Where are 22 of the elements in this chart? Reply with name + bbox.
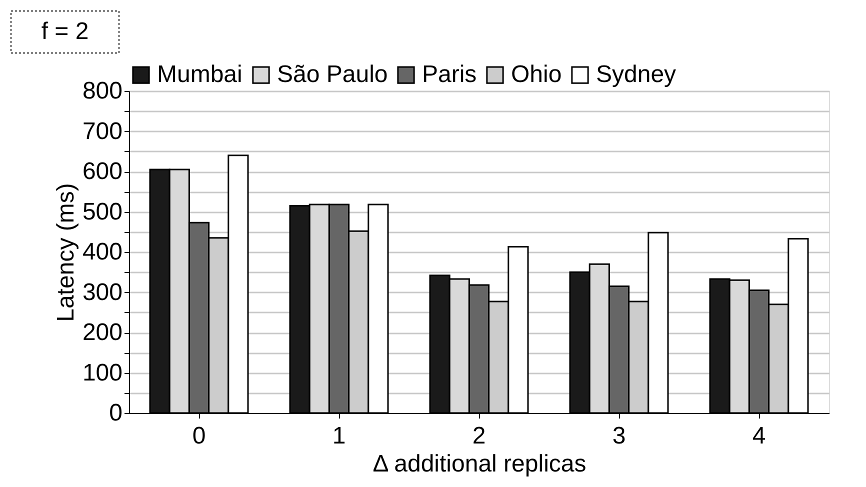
y-tick-label: 300: [82, 278, 122, 306]
legend-label: Sydney: [596, 61, 676, 88]
x-axis-title: Δ additional replicas: [372, 450, 586, 478]
y-tick-label: 400: [82, 238, 122, 266]
y-axis-title: Latency (ms): [52, 183, 80, 322]
legend-label: Paris: [422, 61, 477, 88]
x-tick-label: 0: [192, 422, 206, 450]
x-tick-label: 2: [472, 422, 486, 450]
legend-label: Mumbai: [157, 61, 242, 88]
y-tick-label: 700: [82, 118, 122, 145]
text: f = 2: [41, 18, 89, 45]
x-tick-label: 4: [752, 422, 766, 450]
y-tick-label: 0: [109, 400, 122, 426]
y-tick-label: 100: [82, 359, 122, 386]
y-tick-label: 800: [82, 78, 122, 104]
y-tick-label: 500: [82, 198, 122, 226]
legend-label: Ohio: [511, 61, 562, 88]
y-tick-label: 600: [82, 158, 122, 185]
y-tick-label: 200: [82, 319, 122, 346]
x-tick-label: 1: [332, 422, 346, 450]
legend-label: São Paulo: [277, 61, 388, 88]
x-tick-label: 3: [612, 422, 626, 450]
